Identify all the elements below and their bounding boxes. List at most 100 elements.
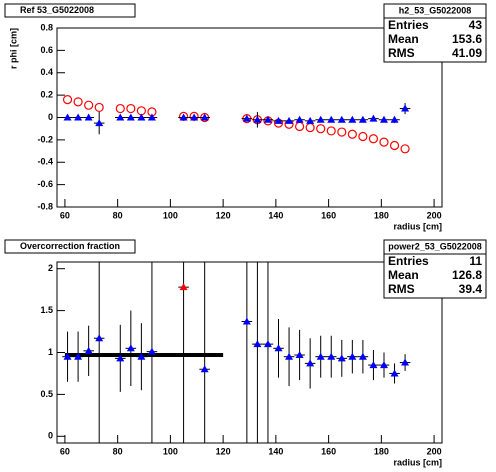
marker [327, 115, 336, 123]
y-tick-label: 1.5 [40, 305, 53, 315]
marker [306, 116, 315, 124]
marker [337, 115, 346, 123]
x-tick-label: 180 [374, 210, 389, 220]
stats-label: RMS [388, 282, 415, 296]
marker [401, 358, 410, 366]
x-tick-label: 120 [216, 210, 231, 220]
marker [348, 115, 357, 123]
x-axis-label: radius [cm] [393, 457, 442, 467]
marker [401, 104, 410, 112]
marker [137, 113, 146, 121]
marker [326, 126, 336, 136]
marker [95, 334, 104, 342]
marker [253, 115, 262, 123]
marker [379, 137, 389, 147]
marker [389, 140, 400, 151]
marker [263, 340, 272, 348]
marker [84, 113, 93, 121]
marker [242, 317, 251, 325]
x-tick-label: 100 [163, 446, 178, 456]
marker [390, 369, 399, 377]
marker [337, 127, 347, 137]
marker [369, 361, 378, 369]
marker [126, 344, 135, 352]
x-tick-label: 200 [427, 210, 442, 220]
marker [400, 144, 410, 154]
marker [327, 352, 336, 360]
marker [390, 115, 399, 123]
stats-label: RMS [388, 46, 415, 60]
chart-title: Ref 53_G5022008 [20, 5, 94, 15]
y-tick-label: 0.2 [40, 90, 53, 100]
marker [285, 352, 294, 360]
y-tick-label: 0.5 [40, 389, 53, 399]
marker [179, 283, 188, 291]
y-tick-label: -0.4 [37, 157, 53, 167]
marker [242, 114, 251, 122]
x-tick-label: 80 [113, 446, 123, 456]
marker [190, 113, 199, 121]
y-tick-label: 0 [48, 112, 53, 122]
x-tick-label: 140 [268, 446, 283, 456]
y-tick-label: 1 [48, 347, 53, 357]
x-axis-label: radius [cm] [393, 221, 442, 231]
stats-name: h2_53_G5022008 [399, 5, 472, 15]
marker [295, 121, 305, 132]
marker [84, 346, 93, 354]
stats-label: Entries [388, 18, 429, 32]
y-axis-label: r phi [cm] [8, 28, 18, 69]
x-tick-label: 60 [60, 446, 70, 456]
y-tick-label: 0 [48, 431, 53, 441]
stats-box [383, 239, 487, 299]
y-tick-label: -0.2 [37, 134, 53, 144]
plot-area [62, 94, 411, 154]
marker [295, 115, 304, 123]
marker [316, 352, 325, 360]
x-tick-label: 160 [321, 446, 336, 456]
stats-label: Entries [388, 254, 429, 268]
marker [295, 351, 304, 359]
marker [358, 115, 367, 123]
marker [95, 119, 104, 127]
chart-title: Overcorrection fraction [20, 241, 120, 251]
marker [116, 354, 125, 362]
marker [348, 352, 357, 360]
panel: Overcorrection fraction 60 80 100 1 2 0 140 160 1… [4, 239, 487, 467]
x-tick-label: 140 [268, 210, 283, 220]
y-tick-label: 0.4 [40, 67, 53, 77]
x-tick-label: 100 [163, 210, 178, 220]
stats-value: 41.09 [452, 46, 482, 60]
marker [63, 113, 72, 121]
marker [305, 122, 315, 133]
stats-label: Mean [388, 268, 419, 282]
title-box [4, 239, 136, 254]
marker [62, 94, 73, 105]
marker [274, 344, 283, 352]
marker [316, 124, 326, 134]
marker [137, 352, 146, 360]
marker [94, 102, 104, 113]
marker [358, 131, 368, 142]
marker [126, 103, 136, 114]
marker [316, 115, 325, 123]
marker [200, 113, 209, 121]
y-tick-label: 2 [48, 263, 53, 273]
marker [274, 116, 283, 124]
x-tick-label: 200 [427, 446, 442, 456]
stats-value: 126.8 [452, 268, 482, 282]
marker [368, 134, 379, 144]
y-tick-label: 0.6 [40, 45, 53, 55]
panel: Ref 53_G5022008 60 80 100 120 140 160 180 200 -0.… [4, 3, 487, 231]
marker [263, 115, 272, 123]
marker [200, 365, 209, 373]
marker [116, 113, 125, 121]
marker [147, 113, 156, 121]
marker [347, 129, 357, 139]
stats-box [383, 3, 487, 63]
marker [253, 340, 262, 348]
stats-value: 43 [469, 18, 483, 32]
marker [126, 113, 135, 121]
marker [84, 100, 94, 110]
marker [285, 116, 294, 124]
